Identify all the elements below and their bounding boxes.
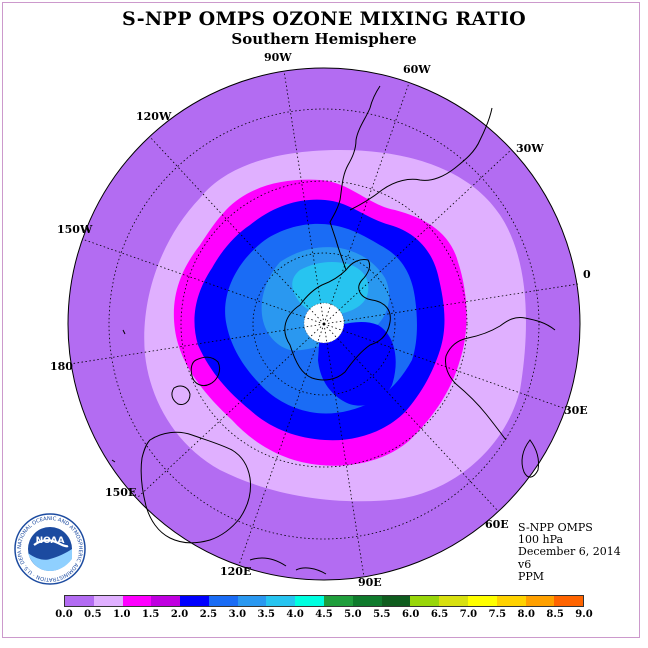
indonesia-islands [249, 557, 327, 575]
color-bar-cell [381, 596, 411, 606]
color-bar-tick-label: 8.5 [546, 609, 564, 620]
new-zealand-coast [190, 356, 221, 387]
color-bar-tick-label: 3.0 [228, 609, 247, 620]
color-bar-cell [352, 596, 382, 606]
ozone-field [68, 68, 580, 580]
color-bar-cell [295, 596, 325, 606]
info-units: PPM [518, 569, 545, 583]
longitude-labels: 90W 60W 30W 0 30E 60E 90E 120E 150E 180 … [50, 51, 591, 589]
color-bar-tick-label: 5.5 [373, 609, 391, 620]
lon-label-30e: 30E [564, 404, 588, 417]
color-bar-tick-label: 0.0 [55, 609, 73, 620]
info-level: 100 hPa [518, 533, 564, 547]
globe-border [67, 67, 581, 581]
color-bar-cell [525, 596, 555, 606]
color-bar-tick-label: 0.5 [84, 609, 102, 620]
color-bar-tick-label: 7.0 [459, 609, 478, 620]
color-bar-tick-label: 6.0 [401, 609, 420, 620]
figure-frame [2, 2, 640, 638]
new-zealand-south [171, 385, 191, 405]
logo-noaa-text: NOAA [36, 536, 65, 546]
lon-label-30w: 30W [516, 142, 544, 155]
color-bar-cell [237, 596, 267, 606]
info-instrument: S-NPP OMPS [518, 521, 593, 534]
pacific-island-1 [122, 329, 126, 335]
south-america-east-coast [349, 107, 493, 211]
color-bar-tick-label: 3.5 [257, 609, 275, 620]
color-bar-tick-label: 4.0 [286, 609, 304, 620]
color-bar-cell [93, 596, 123, 606]
lon-label-60w: 60W [403, 63, 431, 76]
color-bar-tick-label: 7.5 [488, 609, 507, 620]
info-version: v6 [518, 557, 532, 571]
info-date: December 6, 2014 [518, 545, 621, 559]
lon-label-150w: 150W [57, 223, 93, 236]
pacific-island-2 [111, 459, 116, 463]
color-bar-cell [151, 596, 181, 606]
color-bar-cell [65, 596, 94, 606]
map-title: S-NPP OMPS OZONE MIXING RATIO [121, 8, 527, 30]
color-bar-cell [266, 596, 296, 606]
logo-gull-wave [28, 549, 72, 571]
color-bar-cell [410, 596, 440, 606]
lon-label-90e: 90E [358, 576, 382, 589]
color-bar-cell [554, 596, 584, 606]
coastlines [111, 85, 556, 575]
lon-label-120e: 120E [220, 565, 251, 578]
color-bar-cell [122, 596, 152, 606]
color-bar-tick-label: 8.0 [517, 609, 535, 620]
color-bar-tick-label: 1.5 [141, 609, 160, 620]
map-subtitle: Southern Hemisphere [231, 30, 417, 48]
lon-label-0: 0 [583, 268, 591, 281]
color-bar [64, 595, 584, 607]
lon-label-90w: 90W [264, 51, 292, 64]
color-bar-tick-label: 2.5 [199, 609, 218, 620]
color-bar-tick-label: 5.0 [344, 609, 362, 620]
australia-coast [140, 431, 251, 544]
latitude-grid [108, 108, 540, 540]
longitude-grid [69, 70, 579, 578]
color-bar-tick-label: 4.5 [315, 609, 333, 620]
antarctic-peninsula [329, 221, 347, 271]
color-bar-cell [324, 596, 353, 606]
pole-dots [303, 302, 345, 344]
africa-coast [445, 317, 556, 441]
color-bar-cell [180, 596, 209, 606]
lon-label-60e: 60E [485, 518, 509, 531]
lon-label-120w: 120W [136, 110, 172, 123]
color-bar-cell [496, 596, 526, 606]
south-america-coast [329, 85, 381, 223]
antarctica-coast [284, 259, 391, 381]
madagascar-coast [521, 439, 539, 478]
product-info: S-NPP OMPS 100 hPa December 6, 2014 v6 P… [518, 521, 621, 583]
lon-label-150e: 150E [105, 486, 136, 499]
color-bar-cell [467, 596, 497, 606]
color-bar-tick-label: 1.0 [113, 609, 131, 620]
color-bar-cell [208, 596, 238, 606]
lon-label-180: 180 [50, 360, 73, 373]
color-bar-tick-label: 6.5 [430, 609, 449, 620]
color-bar-tick-label: 2.0 [170, 609, 189, 620]
noaa-logo: NATIONAL OCEANIC AND ATMOSPHERIC ADMINIS… [14, 513, 86, 585]
color-bar-ticks: 0.0 0.5 1.0 1.5 2.0 2.5 3.0 3.5 4.0 4.5 5.0 5.5 6.0 6… [0, 609, 648, 623]
logo-gull-wing [33, 539, 69, 548]
color-bar-tick-label: 9.0 [575, 609, 593, 620]
contour-3.0-3.5 [292, 262, 369, 315]
color-bar-cell [439, 596, 468, 606]
